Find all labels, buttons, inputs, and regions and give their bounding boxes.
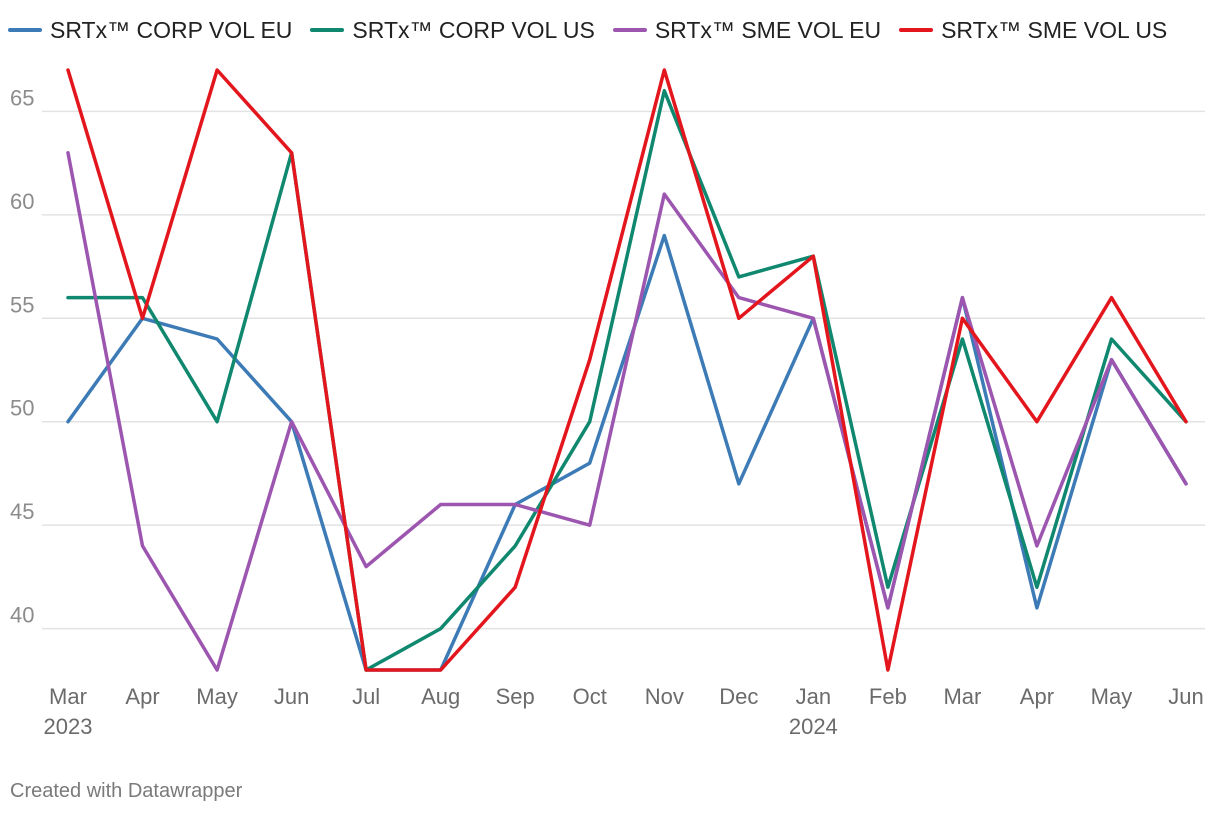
chart-legend: SRTx™ CORP VOL EU SRTx™ CORP VOL US SRTx™ … <box>8 14 1167 46</box>
legend-label: SRTx™ CORP VOL US <box>352 16 595 43</box>
x-tick-label: Apr <box>125 684 159 709</box>
footer-credit: Created with Datawrapper <box>10 780 243 802</box>
x-tick-label: Mar <box>49 684 87 709</box>
x-tick-label: Jun <box>1168 684 1203 709</box>
x-axis: Mar Apr May Jun Jul Aug Sep Oct Nov Dec Jan Feb Mar A… <box>44 684 1204 739</box>
x-tick-label: Nov <box>645 684 684 709</box>
x-year-label: 2024 <box>789 714 838 739</box>
x-tick-label: Jan <box>796 684 831 709</box>
x-tick-label: Feb <box>869 684 907 709</box>
x-tick-label: Apr <box>1020 684 1054 709</box>
x-tick-label: May <box>1091 684 1133 709</box>
legend-swatch <box>310 28 345 32</box>
x-year-label: 2023 <box>44 714 93 739</box>
x-tick-label: Jul <box>352 684 380 709</box>
legend-swatch <box>8 28 42 32</box>
x-tick-label: Dec <box>719 684 758 709</box>
series-lines <box>66 68 1188 672</box>
y-tick-label: 60 <box>10 189 34 214</box>
legend-swatch <box>612 28 647 32</box>
x-tick-label: Aug <box>421 684 460 709</box>
x-tick-label: Sep <box>496 684 535 709</box>
series-line <box>66 68 1188 672</box>
x-tick-label: Mar <box>943 684 981 709</box>
y-tick-label: 55 <box>10 292 34 317</box>
x-tick-label: Jun <box>274 684 309 709</box>
legend-item: SRTx™ CORP VOL US <box>310 16 595 44</box>
legend-item: SRTx™ CORP VOL EU <box>8 17 292 44</box>
legend-item: SRTx™ SME VOL US <box>899 17 1167 44</box>
x-tick-label: May <box>196 684 238 709</box>
x-tick-label: Oct <box>573 684 607 709</box>
y-tick-label: 40 <box>10 603 34 628</box>
y-tick-label: 45 <box>10 499 34 524</box>
line-chart: 40 45 50 55 60 65 Mar Apr May Jun Jul Aug Sep Oct Nov… <box>10 68 1205 739</box>
y-axis: 40 45 50 55 60 65 <box>10 85 34 627</box>
series-line <box>66 233 1188 672</box>
series-line <box>66 88 1188 672</box>
legend-label: SRTx™ SME VOL EU <box>654 16 882 43</box>
legend-swatch <box>899 28 934 32</box>
y-tick-label: 65 <box>10 85 34 110</box>
grid-lines <box>42 110 1205 630</box>
series-line <box>66 151 1188 672</box>
legend-item: SRTx™ SME VOL EU <box>612 16 882 44</box>
y-tick-label: 50 <box>10 396 34 421</box>
legend-label: SRTx™ SME VOL US <box>941 16 1168 43</box>
legend-label: SRTx™ CORP VOL EU <box>50 16 293 43</box>
